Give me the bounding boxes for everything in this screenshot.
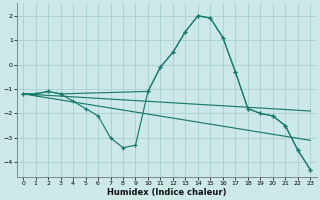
X-axis label: Humidex (Indice chaleur): Humidex (Indice chaleur) <box>107 188 227 197</box>
